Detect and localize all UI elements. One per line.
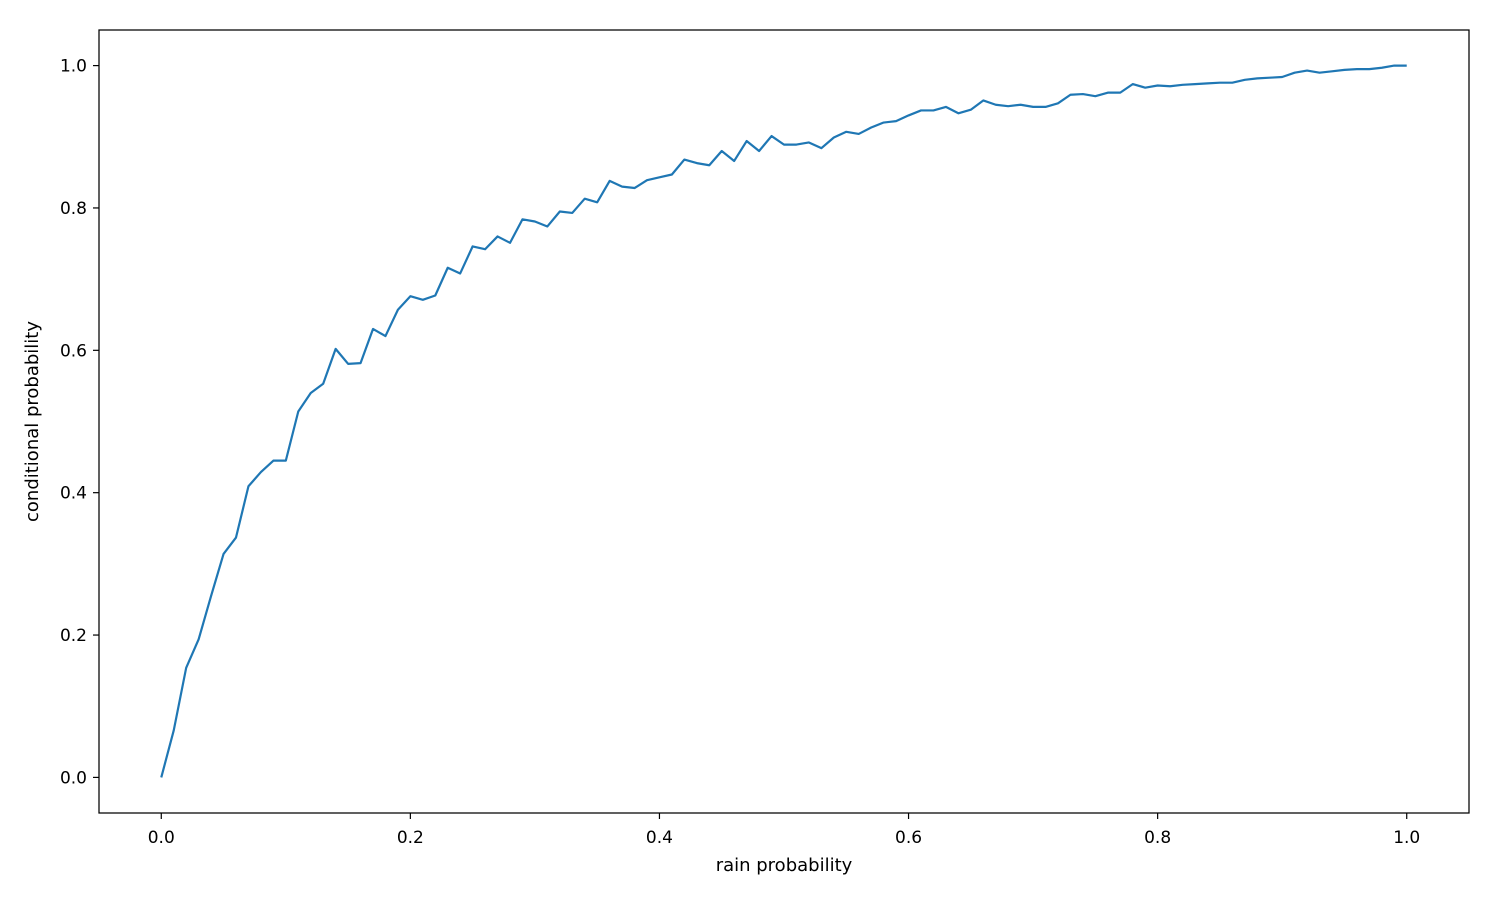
- y-tick-label: 0.6: [60, 341, 87, 361]
- x-tick-label: 0.4: [646, 828, 673, 848]
- y-tick-label: 0.4: [60, 484, 87, 504]
- y-axis-ticks: 0.0 0.2 0.4 0.6 0.8 1.0: [60, 57, 99, 788]
- series-line-0: [160, 64, 1407, 778]
- axes-frame: [98, 29, 1470, 814]
- y-axis-label: conditional probability: [22, 321, 43, 522]
- y-tick-label: 1.0: [60, 57, 87, 77]
- x-tick-label: 0.6: [895, 828, 922, 848]
- y-tick-label: 0.2: [60, 626, 87, 646]
- x-tick-label: 1.0: [1393, 828, 1420, 848]
- x-tick-label: 0.2: [397, 828, 424, 848]
- x-axis-ticks: 0.0 0.2 0.4 0.6 0.8 1.0: [148, 813, 1420, 848]
- y-tick-label: 0.0: [60, 768, 87, 788]
- x-tick-label: 0.0: [148, 828, 175, 848]
- plot-area: [160, 64, 1407, 778]
- y-tick-label: 0.8: [60, 199, 87, 219]
- x-tick-label: 0.8: [1144, 828, 1171, 848]
- x-axis-label: rain probability: [716, 855, 853, 876]
